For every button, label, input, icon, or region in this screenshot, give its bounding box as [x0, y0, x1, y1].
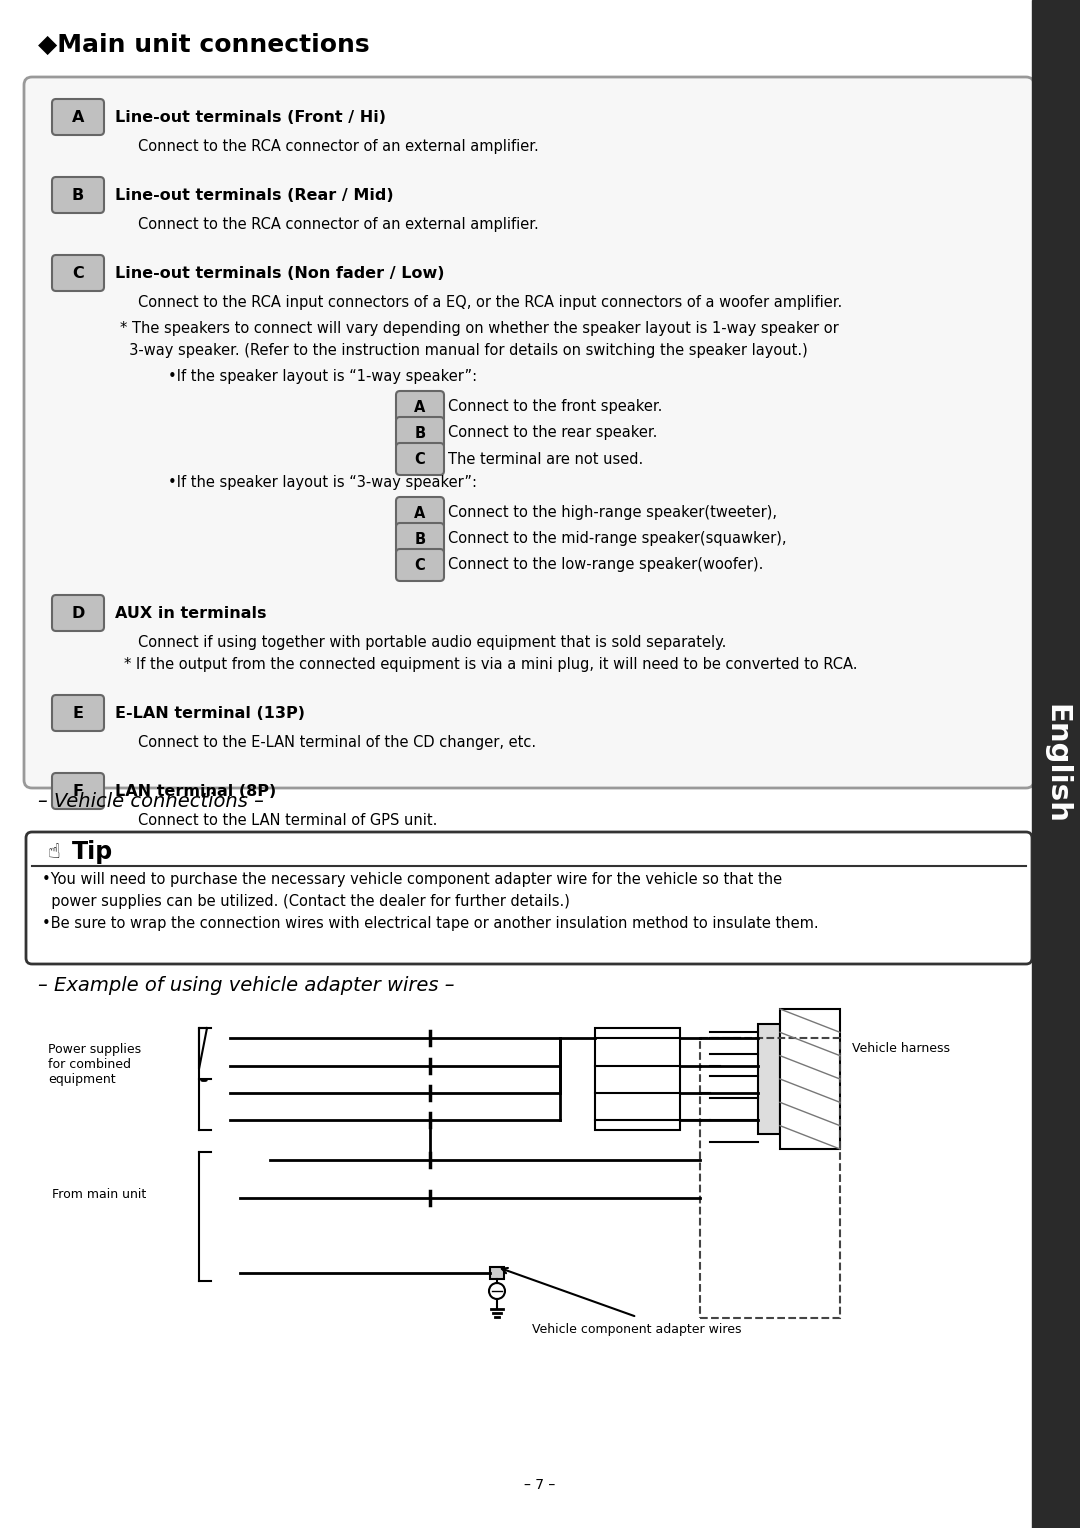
- Text: A: A: [71, 110, 84, 124]
- Text: ◆Main unit connections: ◆Main unit connections: [38, 34, 369, 57]
- Text: E-LAN terminal (13P): E-LAN terminal (13P): [114, 706, 305, 721]
- FancyBboxPatch shape: [396, 497, 444, 529]
- Text: Connect to the low-range speaker(woofer).: Connect to the low-range speaker(woofer)…: [448, 558, 764, 573]
- FancyBboxPatch shape: [52, 594, 104, 631]
- Text: – 7 –: – 7 –: [525, 1478, 555, 1491]
- Text: Connect if using together with portable audio equipment that is sold separately.: Connect if using together with portable …: [138, 636, 727, 649]
- Text: B: B: [72, 188, 84, 203]
- FancyBboxPatch shape: [52, 177, 104, 212]
- Text: LAN terminal (8P): LAN terminal (8P): [114, 784, 276, 799]
- FancyBboxPatch shape: [396, 549, 444, 581]
- Text: * The speakers to connect will vary depending on whether the speaker layout is 1: * The speakers to connect will vary depe…: [120, 321, 839, 336]
- Text: Connect to the rear speaker.: Connect to the rear speaker.: [448, 425, 658, 440]
- Text: From main unit: From main unit: [52, 1187, 146, 1201]
- Text: •Be sure to wrap the connection wires with electrical tape or another insulation: •Be sure to wrap the connection wires wi…: [42, 915, 819, 931]
- FancyBboxPatch shape: [52, 255, 104, 290]
- Bar: [595, 1028, 680, 1131]
- Text: •If the speaker layout is “1-way speaker”:: •If the speaker layout is “1-way speaker…: [168, 368, 477, 384]
- Text: •You will need to purchase the necessary vehicle component adapter wire for the : •You will need to purchase the necessary…: [42, 872, 782, 886]
- Text: C: C: [72, 266, 84, 281]
- Text: Line-out terminals (Rear / Mid): Line-out terminals (Rear / Mid): [114, 188, 393, 203]
- Text: AUX in terminals: AUX in terminals: [114, 605, 267, 620]
- Text: Connect to the RCA connector of an external amplifier.: Connect to the RCA connector of an exter…: [138, 139, 539, 154]
- Text: F: F: [72, 784, 83, 799]
- FancyBboxPatch shape: [396, 443, 444, 475]
- FancyBboxPatch shape: [52, 695, 104, 730]
- Text: Connect to the RCA input connectors of a EQ, or the RCA input connectors of a wo: Connect to the RCA input connectors of a…: [138, 295, 842, 310]
- Text: The terminal are not used.: The terminal are not used.: [448, 451, 644, 466]
- Text: C: C: [415, 451, 426, 466]
- Text: Connect to the E-LAN terminal of the CD changer, etc.: Connect to the E-LAN terminal of the CD …: [138, 735, 536, 750]
- Text: Connect to the mid-range speaker(squawker),: Connect to the mid-range speaker(squawke…: [448, 532, 786, 547]
- FancyBboxPatch shape: [26, 833, 1032, 964]
- Bar: [780, 1008, 840, 1149]
- FancyBboxPatch shape: [396, 417, 444, 449]
- Text: * If the output from the connected equipment is via a mini plug, it will need to: * If the output from the connected equip…: [124, 657, 858, 672]
- Text: Connect to the front speaker.: Connect to the front speaker.: [448, 399, 662, 414]
- Text: •If the speaker layout is “3-way speaker”:: •If the speaker layout is “3-way speaker…: [168, 475, 477, 490]
- Bar: [1032, 0, 1080, 1528]
- Text: Vehicle harness: Vehicle harness: [852, 1042, 950, 1054]
- Text: A: A: [415, 506, 426, 521]
- Text: – Example of using vehicle adapter wires –: – Example of using vehicle adapter wires…: [38, 976, 455, 995]
- Text: E: E: [72, 706, 83, 721]
- FancyBboxPatch shape: [396, 391, 444, 423]
- Text: Power supplies
for combined
equipment: Power supplies for combined equipment: [48, 1042, 141, 1085]
- Text: Connect to the RCA connector of an external amplifier.: Connect to the RCA connector of an exter…: [138, 217, 539, 232]
- Text: Connect to the LAN terminal of GPS unit.: Connect to the LAN terminal of GPS unit.: [138, 813, 437, 828]
- Text: B: B: [415, 532, 426, 547]
- Text: Line-out terminals (Non fader / Low): Line-out terminals (Non fader / Low): [114, 266, 445, 281]
- Text: 3-way speaker. (Refer to the instruction manual for details on switching the spe: 3-way speaker. (Refer to the instruction…: [120, 342, 808, 358]
- Text: D: D: [71, 605, 84, 620]
- Text: C: C: [415, 558, 426, 573]
- Bar: [490, 1267, 504, 1279]
- Text: B: B: [415, 425, 426, 440]
- Text: – Vehicle connections –: – Vehicle connections –: [38, 792, 264, 811]
- Text: Connect to the high-range speaker(tweeter),: Connect to the high-range speaker(tweete…: [448, 506, 777, 521]
- Text: Vehicle component adapter wires: Vehicle component adapter wires: [532, 1323, 742, 1335]
- FancyBboxPatch shape: [396, 523, 444, 555]
- Text: Line-out terminals (Front / Hi): Line-out terminals (Front / Hi): [114, 110, 386, 124]
- Bar: [758, 1024, 780, 1134]
- FancyBboxPatch shape: [52, 773, 104, 808]
- Text: power supplies can be utilized. (Contact the dealer for further details.): power supplies can be utilized. (Contact…: [42, 894, 570, 909]
- Text: Tip: Tip: [72, 840, 113, 863]
- FancyBboxPatch shape: [24, 76, 1034, 788]
- FancyBboxPatch shape: [52, 99, 104, 134]
- Text: ☝: ☝: [48, 842, 60, 862]
- Text: A: A: [415, 399, 426, 414]
- Text: English: English: [1042, 704, 1070, 824]
